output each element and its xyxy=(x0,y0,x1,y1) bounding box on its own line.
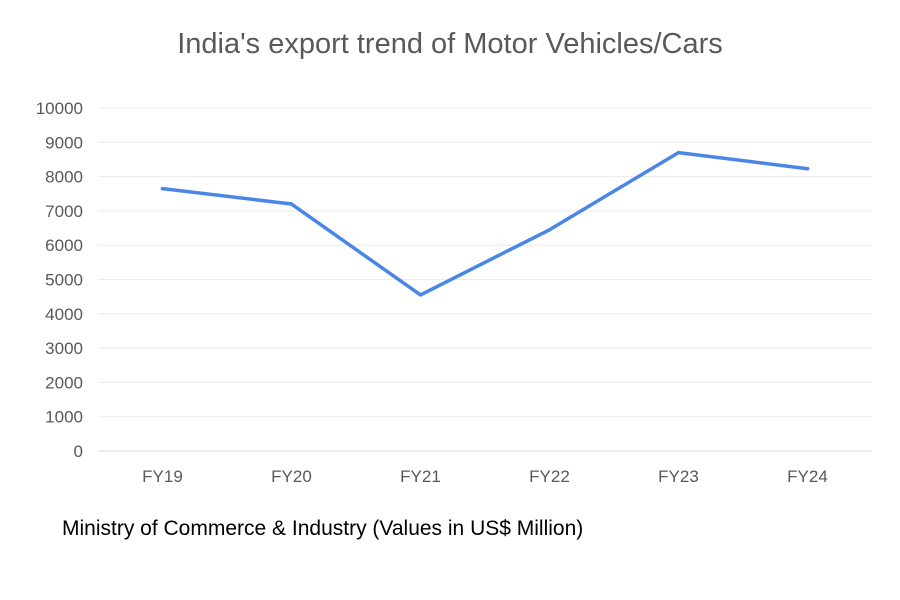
y-tick-label: 9000 xyxy=(45,133,83,152)
x-tick-label: FY23 xyxy=(658,467,699,486)
y-tick-label: 5000 xyxy=(45,271,83,290)
x-tick-label: FY21 xyxy=(400,467,441,486)
gridlines xyxy=(98,107,872,452)
y-tick-label: 10000 xyxy=(36,99,83,118)
x-tick-label: FY22 xyxy=(529,467,570,486)
x-tick-label: FY19 xyxy=(142,467,183,486)
y-tick-label: 1000 xyxy=(45,408,83,427)
data-point-fy19 xyxy=(160,186,165,191)
y-tick-label: 3000 xyxy=(45,339,83,358)
x-tick-label: FY24 xyxy=(787,467,828,486)
y-tick-label: 6000 xyxy=(45,236,83,255)
data-point-fy20 xyxy=(289,202,294,206)
y-tick-label: 8000 xyxy=(45,168,83,187)
data-point-fy24 xyxy=(805,166,810,171)
y-tick-label: 2000 xyxy=(45,373,83,392)
data-point-fy21 xyxy=(418,293,423,297)
y-tick-label: 4000 xyxy=(45,305,83,324)
data-point-fy23 xyxy=(676,150,681,155)
series-line xyxy=(160,150,810,297)
chart-title: India's export trend of Motor Vehicles/C… xyxy=(177,28,723,60)
y-tick-label: 7000 xyxy=(45,202,83,221)
x-axis-ticks: FY19 FY20 FY21 FY22 FY23 FY24 xyxy=(142,467,828,486)
y-axis-ticks: 0 1000 2000 3000 4000 5000 6000 7000 8000 9000 100… xyxy=(36,99,83,461)
series-layer xyxy=(160,150,810,297)
source-note: Ministry of Commerce & Industry (Values … xyxy=(62,517,584,540)
data-point-fy22 xyxy=(547,228,552,232)
x-tick-label: FY20 xyxy=(271,467,312,486)
y-tick-label: 0 xyxy=(74,442,83,461)
